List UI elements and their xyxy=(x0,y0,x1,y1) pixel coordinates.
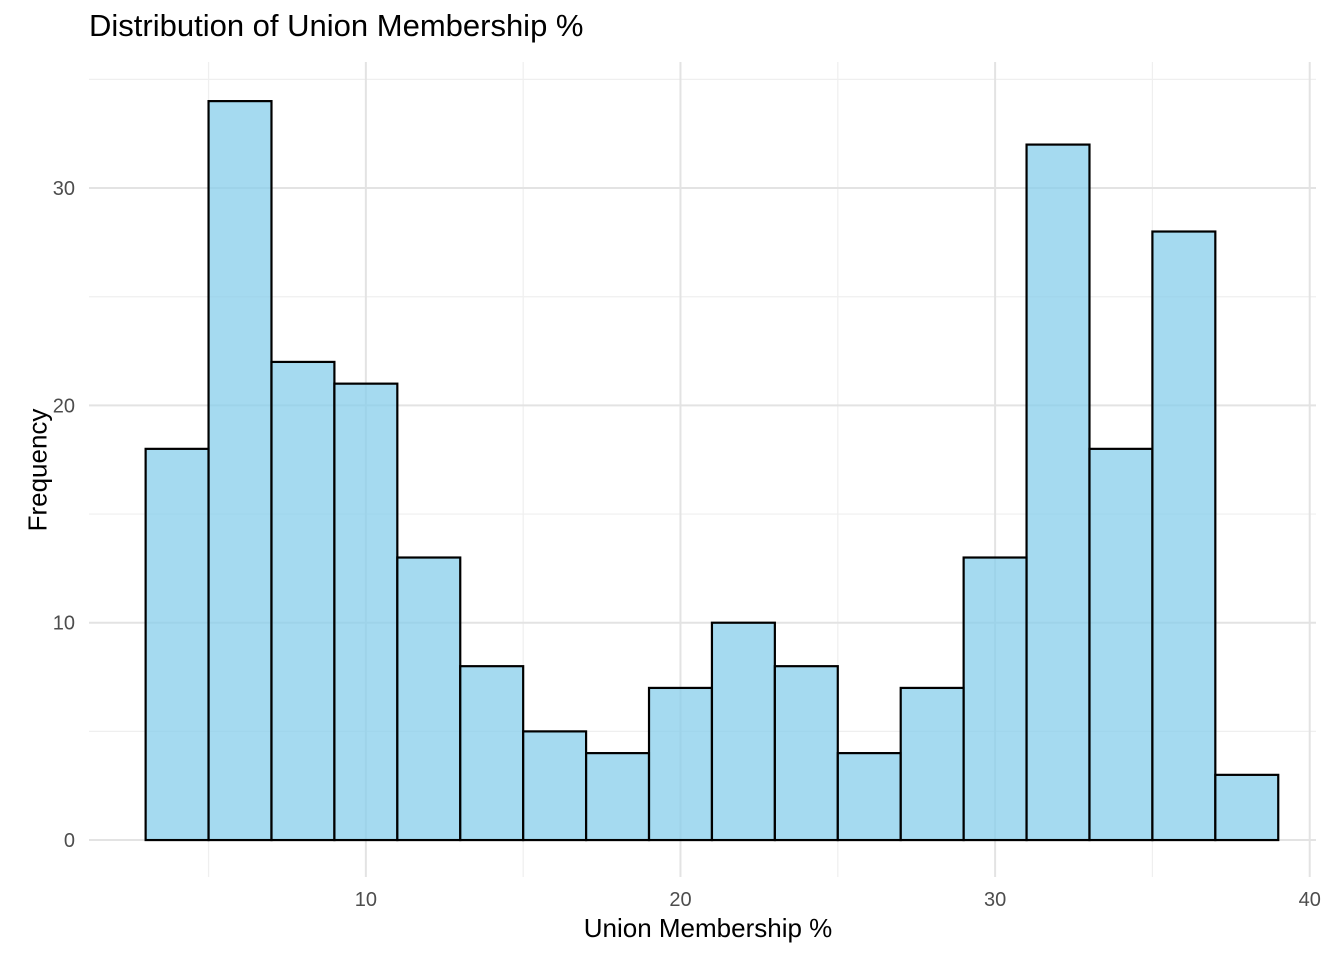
histogram-bar-12 xyxy=(836,752,902,842)
x-tick-label: 20 xyxy=(669,889,691,911)
histogram-bar-7 xyxy=(522,730,588,842)
x-axis-label: Union Membership % xyxy=(583,913,833,943)
histogram-bar-5 xyxy=(396,556,462,842)
chart-title: Distribution of Union Membership % xyxy=(89,8,584,43)
histogram-bar-15 xyxy=(1025,143,1091,842)
y-tick-label: 10 xyxy=(53,613,75,635)
histogram-bar-6 xyxy=(459,665,525,842)
histogram-bar-11 xyxy=(773,665,839,842)
x-tick-label: 30 xyxy=(984,889,1006,911)
histogram-bar-8 xyxy=(584,752,651,842)
histogram-bar-14 xyxy=(962,556,1028,842)
histogram-bar-18 xyxy=(1214,773,1280,842)
histogram-bar-13 xyxy=(899,686,965,842)
histogram-bar-2 xyxy=(207,100,273,842)
histogram-bar-3 xyxy=(270,360,336,842)
histogram-bar-16 xyxy=(1088,447,1154,842)
y-tick-label: 20 xyxy=(53,395,75,417)
histogram-bars xyxy=(144,100,1280,842)
y-axis-label: Frequency xyxy=(22,408,53,532)
histogram-bar-1 xyxy=(144,447,210,842)
histogram-bar-17 xyxy=(1151,230,1217,842)
histogram-bar-9 xyxy=(647,686,714,842)
histogram-bar-4 xyxy=(333,382,399,842)
x-axis-tick-labels: 10 20 30 40 xyxy=(355,889,1321,911)
y-axis-tick-labels: 0 10 20 30 xyxy=(53,178,75,852)
x-tick-label: 10 xyxy=(355,889,377,911)
histogram-bar-10 xyxy=(710,621,776,842)
y-tick-label: 0 xyxy=(64,830,75,852)
x-tick-label: 40 xyxy=(1299,889,1321,911)
y-tick-label: 30 xyxy=(53,178,75,200)
